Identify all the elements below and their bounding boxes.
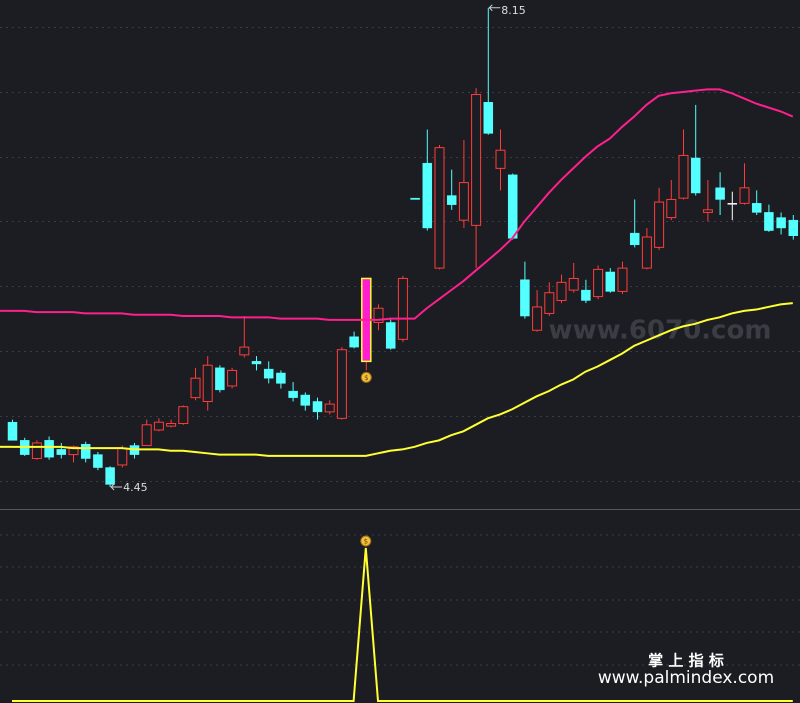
candle-body bbox=[483, 102, 494, 134]
watermark: www.palmindex.com bbox=[598, 668, 774, 688]
candle-body bbox=[349, 336, 359, 348]
indicator-line bbox=[12, 547, 793, 702]
candle-body bbox=[336, 349, 347, 419]
candle-body bbox=[629, 232, 640, 246]
candle-body bbox=[556, 281, 567, 301]
candle-body bbox=[190, 377, 201, 399]
candle-body bbox=[715, 187, 725, 200]
candle-body bbox=[495, 149, 506, 169]
candle-body bbox=[727, 203, 738, 205]
candle-body bbox=[56, 449, 67, 455]
coin bbox=[360, 535, 372, 547]
candle-body bbox=[251, 361, 262, 365]
watermark: www.6070.com bbox=[549, 316, 772, 346]
candle-body bbox=[458, 182, 469, 221]
candle-body bbox=[288, 390, 298, 398]
candle-body bbox=[227, 369, 238, 387]
candle-body bbox=[141, 424, 152, 447]
candle-body bbox=[324, 403, 335, 413]
candle-body bbox=[44, 440, 54, 458]
candle-body bbox=[7, 421, 18, 441]
candle-body bbox=[153, 421, 164, 431]
signal-icon: $ bbox=[360, 535, 372, 547]
candle-body bbox=[788, 219, 799, 236]
moving-average-line bbox=[12, 88, 794, 321]
candle-body bbox=[373, 307, 384, 323]
candle-body bbox=[568, 277, 579, 291]
watermark: 掌 上 指 标 bbox=[648, 652, 724, 670]
candle-body bbox=[507, 174, 518, 239]
candle-body bbox=[532, 306, 543, 331]
candle-body bbox=[702, 209, 713, 213]
candle-body bbox=[166, 423, 177, 427]
candle-body bbox=[422, 162, 433, 229]
coin-symbol: $ bbox=[364, 374, 368, 382]
candle-body bbox=[410, 197, 420, 200]
candle-body bbox=[178, 406, 189, 425]
candle-body bbox=[593, 268, 604, 298]
candle-body bbox=[105, 467, 115, 485]
annotation-label: 8.15 bbox=[501, 4, 526, 17]
candle-body bbox=[641, 236, 652, 269]
candle-body bbox=[471, 94, 482, 226]
candle-body bbox=[385, 322, 396, 349]
candle-body bbox=[276, 372, 286, 384]
candle-body bbox=[300, 394, 311, 406]
candle-body bbox=[312, 401, 323, 413]
candle-body bbox=[239, 346, 250, 356]
signal-icon: $ bbox=[360, 371, 372, 383]
coin-symbol: $ bbox=[364, 538, 368, 546]
candle-body bbox=[605, 271, 616, 292]
candle-body bbox=[654, 201, 665, 248]
candle-body bbox=[520, 279, 530, 317]
candle-body bbox=[581, 289, 591, 301]
annotation-arrow bbox=[110, 483, 123, 491]
candle-body bbox=[397, 277, 408, 340]
candle-body bbox=[544, 292, 555, 314]
candle-body bbox=[751, 203, 762, 213]
candle-body bbox=[764, 212, 774, 231]
candle-body bbox=[678, 154, 689, 199]
candle-body bbox=[215, 367, 225, 391]
candle-body bbox=[263, 368, 274, 379]
candle-body bbox=[434, 147, 445, 269]
candle-body bbox=[202, 364, 213, 403]
candle-body bbox=[617, 267, 628, 292]
candle-body bbox=[117, 447, 128, 466]
candle-body bbox=[93, 454, 103, 468]
annotation-label: 4.45 bbox=[123, 481, 148, 494]
indicator-grid bbox=[0, 534, 800, 666]
candle-body bbox=[68, 446, 79, 456]
candle-body bbox=[446, 195, 457, 205]
candle-body bbox=[776, 217, 786, 229]
candle-body bbox=[666, 198, 677, 219]
candle-body bbox=[80, 443, 91, 459]
candle-body bbox=[739, 187, 750, 204]
candle-body bbox=[31, 442, 42, 459]
annotation-arrow bbox=[488, 4, 501, 12]
moving-average-line bbox=[12, 302, 793, 457]
coin bbox=[360, 371, 372, 383]
candle-body bbox=[690, 157, 701, 194]
